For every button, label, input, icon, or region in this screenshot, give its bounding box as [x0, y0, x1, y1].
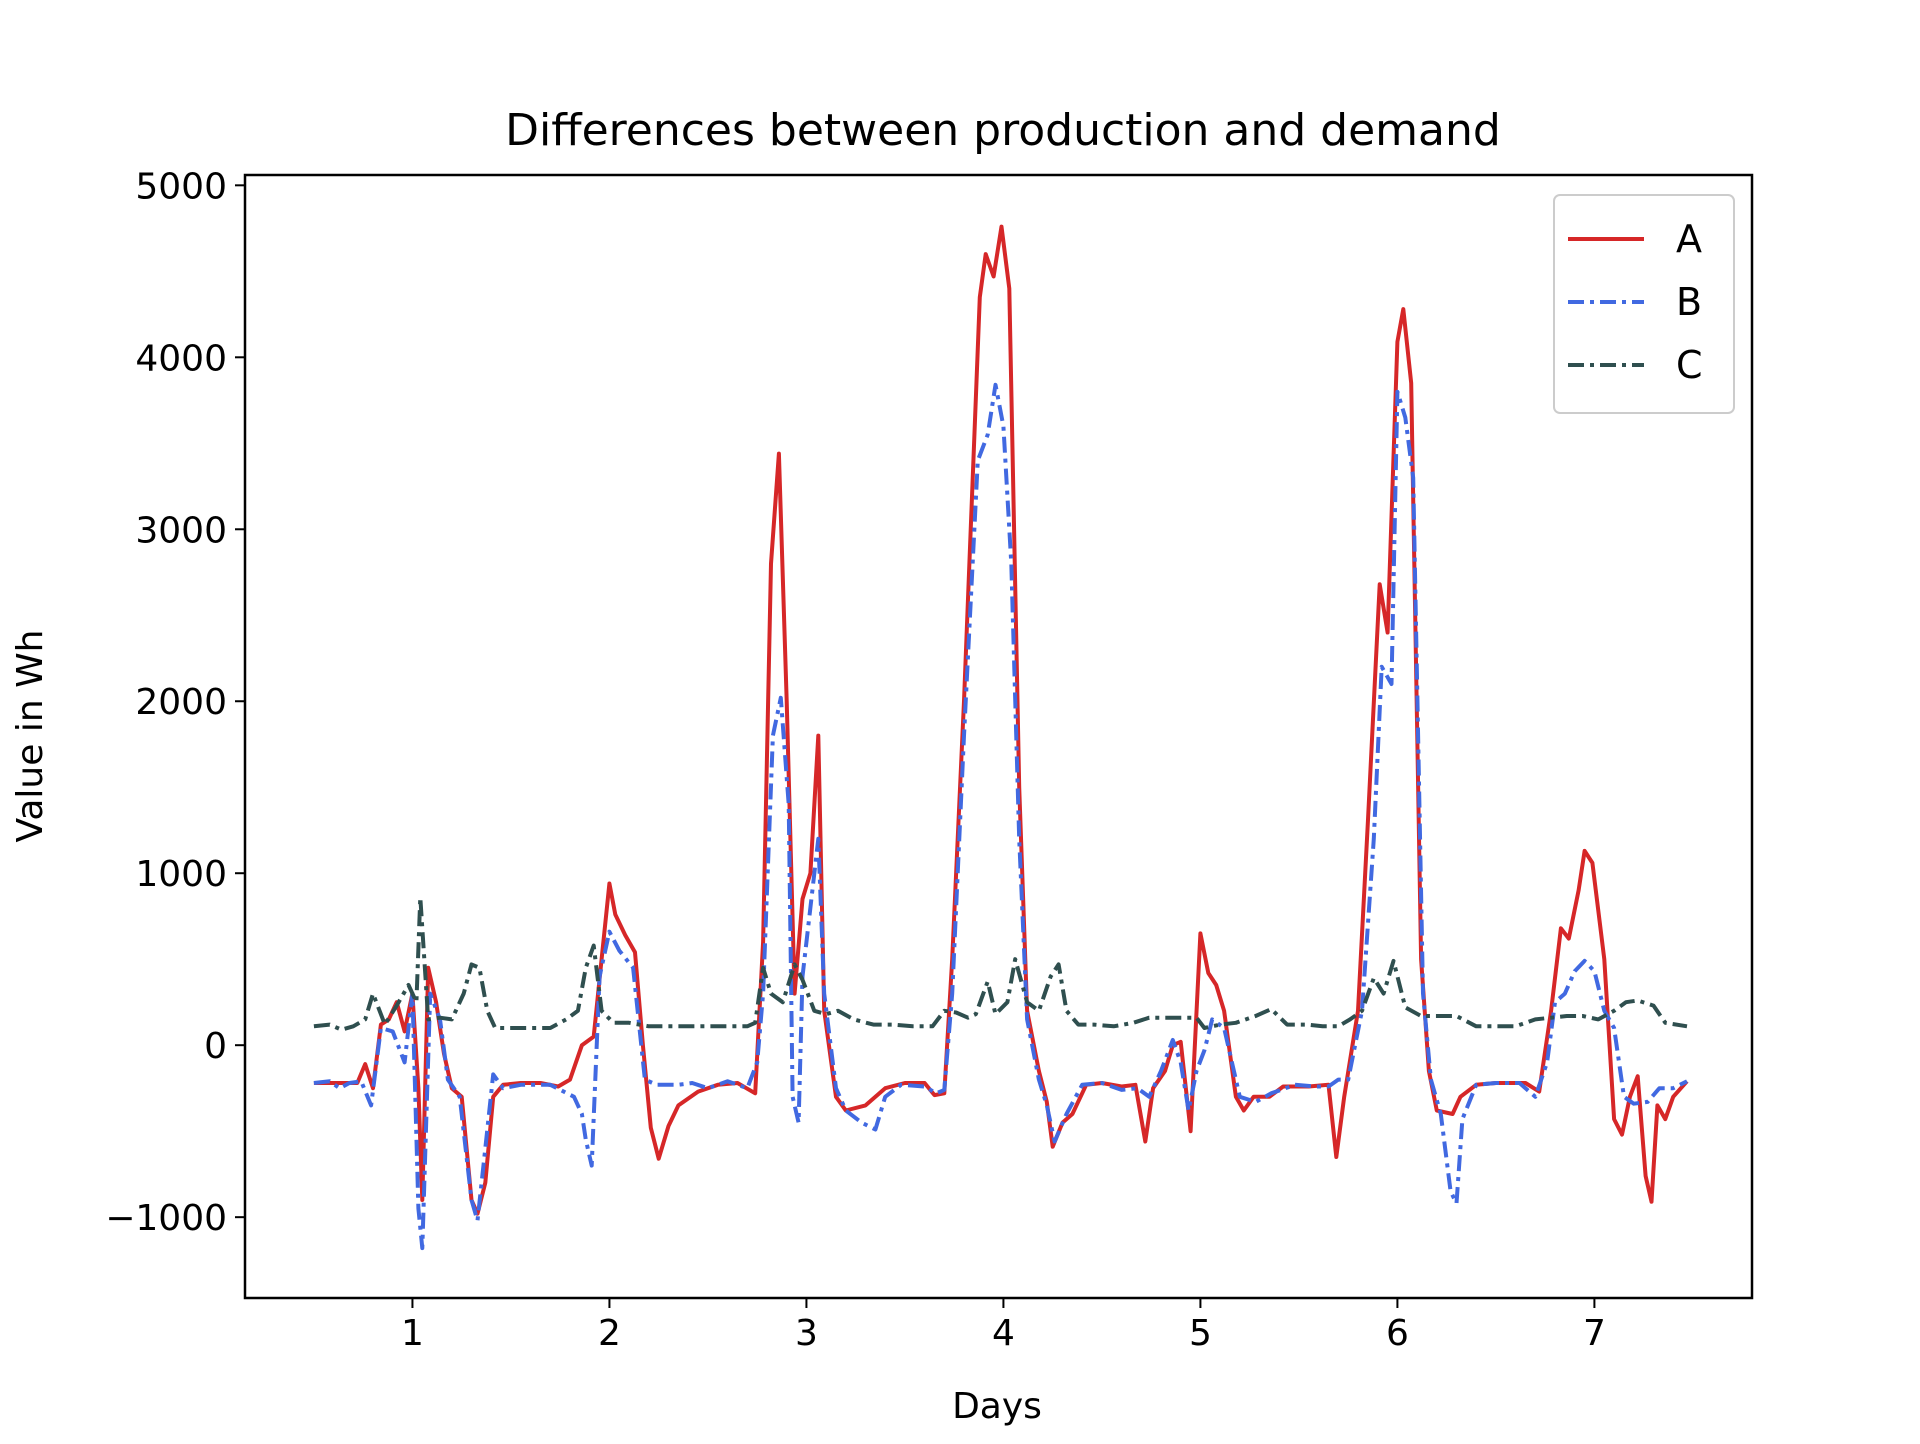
x-tick-label: 1	[401, 1313, 424, 1354]
chart-title: Differences between production and deman…	[505, 105, 1501, 156]
y-tick-label: −1000	[105, 1198, 227, 1239]
series-line-a	[313, 224, 1689, 1216]
x-tick-label: 2	[598, 1313, 621, 1354]
x-tick-label: 5	[1189, 1313, 1212, 1354]
y-tick-label: 1000	[135, 854, 227, 895]
y-tick-label: 0	[204, 1026, 227, 1067]
plot-series	[313, 224, 1689, 1251]
x-tick-label: 3	[795, 1313, 818, 1354]
y-axis-label: Value in Wh	[10, 630, 51, 843]
x-axis-label: Days	[952, 1386, 1042, 1427]
y-tick-label: 3000	[135, 510, 227, 551]
x-tick-label: 7	[1583, 1313, 1606, 1354]
x-tick-label: 4	[992, 1313, 1015, 1354]
y-tick-label: 4000	[135, 338, 227, 379]
series-line-c	[313, 895, 1688, 1032]
x-tick-label: 6	[1386, 1313, 1409, 1354]
y-tick-label: 5000	[135, 166, 227, 207]
legend-label-c: C	[1676, 343, 1703, 387]
y-axis: −1000 0 1000 2000 3000 4000 5000	[105, 166, 245, 1239]
legend: ABC	[1553, 194, 1735, 414]
legend-label-a: A	[1676, 217, 1702, 261]
y-tick-label: 2000	[135, 682, 227, 723]
x-axis: 1 2 3 4 5 6 7	[401, 1298, 1606, 1354]
legend-label-b: B	[1676, 280, 1702, 324]
series-line-b	[313, 382, 1688, 1251]
plot-frame	[243, 173, 1754, 1300]
